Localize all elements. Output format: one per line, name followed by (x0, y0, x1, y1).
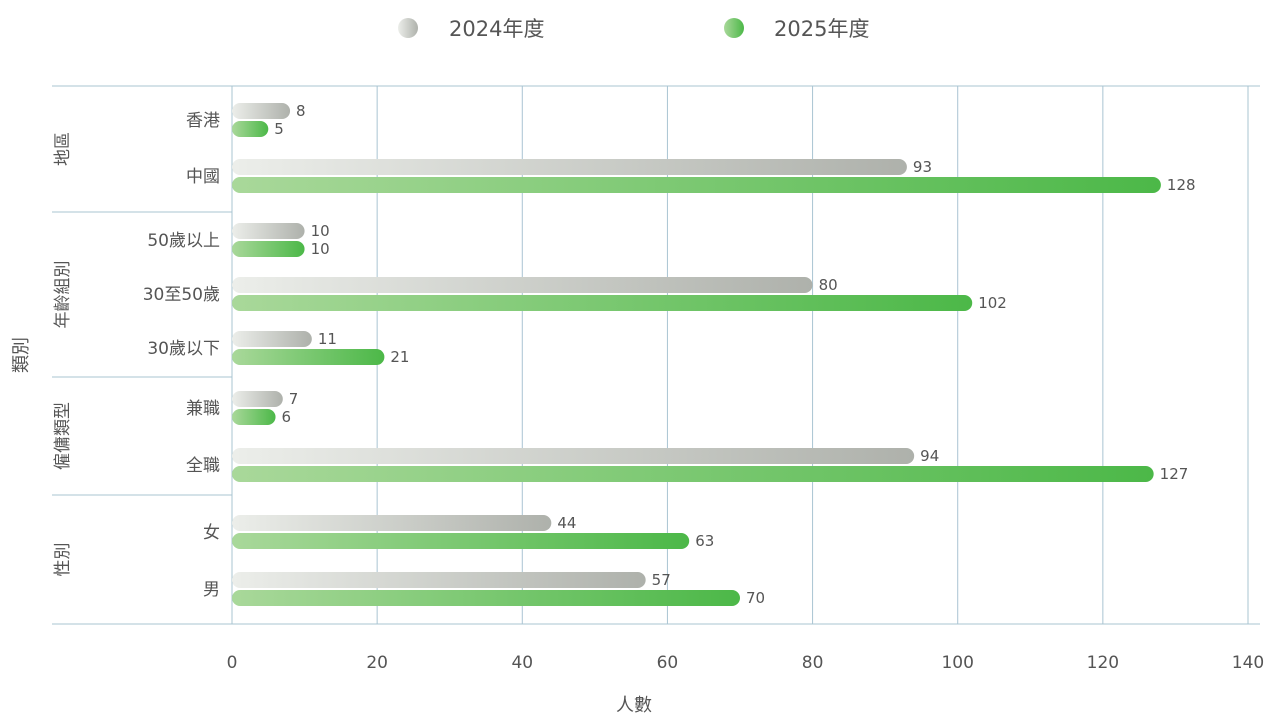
value-label-bar-2025-3-0: 63 (695, 532, 714, 550)
value-label-bar-2024-3-1: 57 (652, 571, 671, 589)
bar-2024-0-0 (232, 103, 291, 119)
x-tick-label-0: 0 (227, 653, 238, 673)
x-tick-label-40: 40 (511, 653, 533, 673)
x-tick-label-80: 80 (802, 653, 824, 673)
bar-2024-1-1 (232, 277, 813, 293)
bar-2024-1-0 (232, 223, 305, 239)
x-tick-label-120: 120 (1087, 653, 1119, 673)
value-label-bar-2025-3-1: 70 (746, 589, 765, 607)
value-label-bar-2024-2-0: 7 (289, 390, 299, 408)
bar-2025-2-0 (232, 409, 276, 425)
value-label-bar-2024-1-2: 11 (318, 330, 337, 348)
bar-2025-0-0 (232, 121, 269, 137)
value-label-bar-2025-0-1: 128 (1167, 176, 1196, 194)
bar-2024-1-2 (232, 331, 312, 347)
bar-2025-1-0 (232, 241, 305, 257)
legend-marker-2025 (724, 18, 744, 38)
bar-2025-3-1 (232, 590, 740, 606)
category-label-0-1: 中國 (186, 167, 220, 187)
category-label-2-0: 兼職 (186, 399, 220, 419)
value-label-bar-2025-2-0: 6 (282, 408, 292, 426)
value-label-bar-2024-1-1: 80 (819, 276, 838, 294)
group-label-3: 性別 (53, 543, 73, 577)
value-label-bar-2024-2-1: 94 (920, 447, 939, 465)
bar-2025-0-1 (232, 177, 1161, 193)
bar-2024-3-1 (232, 572, 646, 588)
grid-lines (231, 86, 1249, 624)
category-label-3-0: 女 (203, 523, 220, 543)
group-label-2: 僱傭類型 (53, 402, 73, 470)
bar-2025-3-0 (232, 533, 690, 549)
value-label-bar-2025-1-0: 10 (311, 240, 330, 258)
bar-2025-2-1 (232, 466, 1154, 482)
category-label-1-1: 30至50歲 (143, 285, 220, 305)
chart-frame (52, 85, 1260, 625)
value-label-bar-2024-0-1: 93 (913, 158, 932, 176)
legend-label-2025: 2025年度 (774, 17, 869, 41)
value-label-bar-2025-0-0: 5 (274, 120, 284, 138)
category-label-1-2: 30歲以下 (147, 339, 220, 359)
category-label-2-1: 全職 (186, 456, 220, 476)
bar-2024-2-1 (232, 448, 915, 464)
value-label-bar-2024-0-0: 8 (296, 102, 306, 120)
x-tick-label-100: 100 (941, 653, 973, 673)
bar-2024-0-1 (232, 159, 907, 175)
value-label-bar-2025-2-1: 127 (1160, 465, 1189, 483)
category-label-3-1: 男 (203, 580, 220, 600)
group-label-0: 地區 (53, 132, 73, 166)
bars (232, 103, 1161, 606)
value-label-bar-2025-1-1: 102 (978, 294, 1007, 312)
category-label-1-0: 50歲以上 (147, 231, 220, 251)
value-label-bar-2024-3-0: 44 (557, 514, 576, 532)
x-tick-label-20: 20 (366, 653, 388, 673)
bar-2024-3-0 (232, 515, 552, 531)
bar-2025-1-2 (232, 349, 385, 365)
category-label-0-0: 香港 (186, 111, 220, 131)
value-label-bar-2025-1-2: 21 (390, 348, 409, 366)
x-tick-label-140: 140 (1232, 653, 1264, 673)
legend-label-2024: 2024年度 (449, 17, 544, 41)
x-tick-label-60: 60 (657, 653, 679, 673)
legend: 2024年度 2025年度 (398, 17, 869, 41)
x-axis-title: 人數 (616, 695, 652, 715)
labels: 0 20 40 60 80 100 120 140 地區 香港 85 中國 93 128 年齡組別 50歲以上… (53, 102, 1264, 673)
bar-2025-1-1 (232, 295, 973, 311)
legend-marker-2024 (398, 18, 418, 38)
value-label-bar-2024-1-0: 10 (311, 222, 330, 240)
group-label-1: 年齡組別 (53, 261, 73, 329)
y-axis-title: 類別 (11, 337, 32, 373)
bar-2024-2-0 (232, 391, 283, 407)
